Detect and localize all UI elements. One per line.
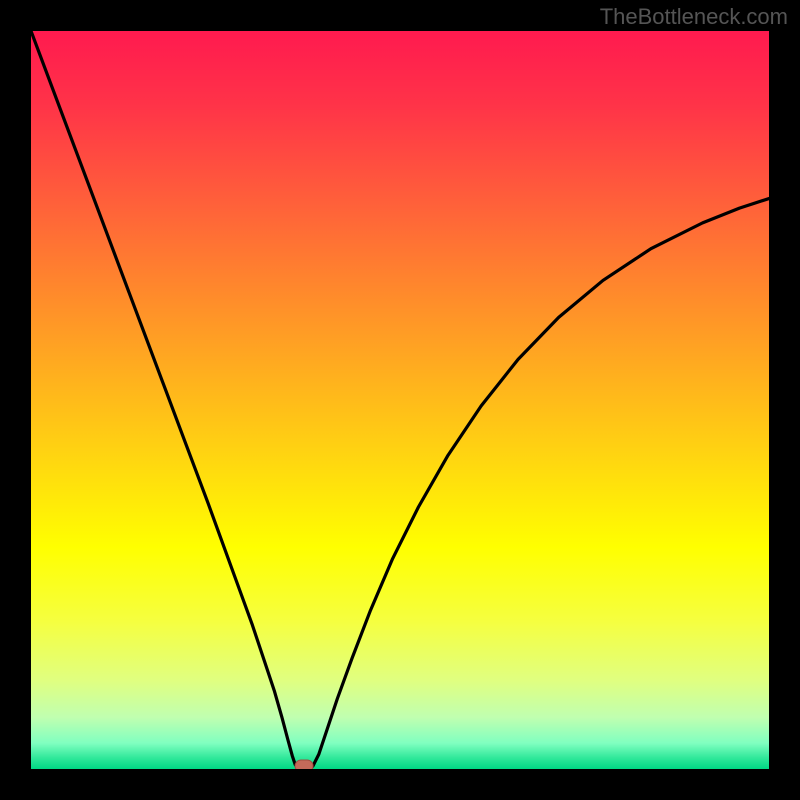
watermark-text: TheBottleneck.com: [600, 4, 788, 30]
curve-layer: [31, 31, 769, 769]
plot-area: [31, 31, 769, 769]
optimum-marker: [295, 760, 313, 769]
chart-frame: TheBottleneck.com: [0, 0, 800, 800]
bottleneck-curve: [31, 31, 769, 769]
